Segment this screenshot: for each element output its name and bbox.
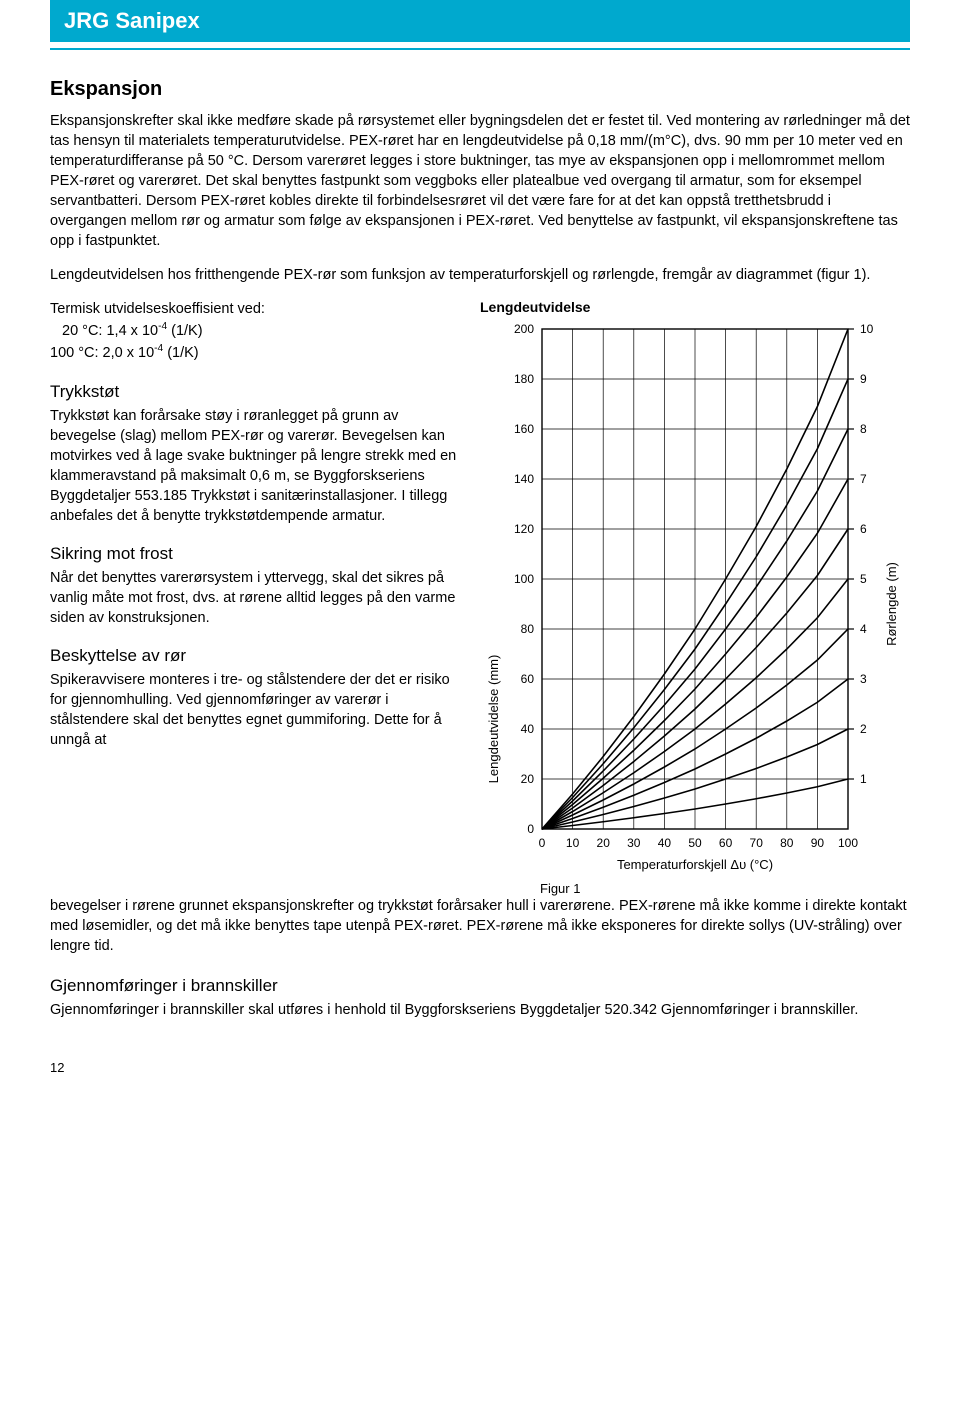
section-frost-body: Når det benyttes varerørsystem i ytterve… [50, 568, 460, 628]
svg-text:120: 120 [514, 522, 534, 536]
svg-text:3: 3 [860, 672, 867, 686]
section-besk-title: Beskyttelse av rør [50, 646, 460, 666]
section-frost-title: Sikring mot frost [50, 544, 460, 564]
section-brann-title: Gjennomføringer i brannskiller [50, 976, 910, 996]
svg-text:20: 20 [521, 772, 535, 786]
svg-text:10: 10 [566, 836, 580, 850]
section-trykk-title: Trykkstøt [50, 382, 460, 402]
svg-text:80: 80 [521, 622, 535, 636]
svg-text:80: 80 [780, 836, 794, 850]
svg-text:6: 6 [860, 522, 867, 536]
svg-text:0: 0 [539, 836, 546, 850]
coef-l1-sup: -4 [158, 321, 167, 332]
chart-caption: Figur 1 [480, 881, 910, 896]
coef-line2: 100 °C: 2,0 x 10-4 (1/K) [50, 342, 460, 364]
svg-text:10: 10 [860, 322, 874, 336]
coef-l2-post: (1/K) [163, 345, 198, 361]
coef-l2-sup: -4 [154, 343, 163, 354]
chart-top-label: Lengdeutvidelse [480, 299, 910, 315]
svg-text:5: 5 [860, 572, 867, 586]
section-trykk-body: Trykkstøt kan forårsake støy i røranlegg… [50, 406, 460, 526]
svg-text:200: 200 [514, 322, 534, 336]
svg-text:4: 4 [860, 622, 867, 636]
svg-text:90: 90 [811, 836, 825, 850]
header-title: JRG Sanipex [64, 8, 200, 33]
svg-text:50: 50 [688, 836, 702, 850]
lengdeutvidelse-chart: 0204060801001201401601802001234567891001… [480, 317, 910, 877]
svg-text:Temperaturforskjell Δυ (°C): Temperaturforskjell Δυ (°C) [617, 857, 773, 872]
svg-text:20: 20 [597, 836, 611, 850]
svg-text:100: 100 [514, 572, 534, 586]
section-brann-body: Gjennomføringer i brannskiller skal utfø… [50, 1000, 910, 1020]
svg-text:60: 60 [521, 672, 535, 686]
coef-line1: 20 °C: 1,4 x 10-4 (1/K) [50, 320, 460, 342]
header-rule [50, 48, 910, 50]
coef-l1-post: (1/K) [167, 323, 202, 339]
coef-block: Termisk utvidelseskoeffisient ved: 20 °C… [50, 299, 460, 364]
svg-text:100: 100 [838, 836, 858, 850]
svg-text:0: 0 [527, 822, 534, 836]
svg-text:60: 60 [719, 836, 733, 850]
svg-text:8: 8 [860, 422, 867, 436]
svg-text:40: 40 [658, 836, 672, 850]
coef-l2-pre: 100 °C: 2,0 x 10 [50, 345, 154, 361]
svg-text:160: 160 [514, 422, 534, 436]
section-ekspansjon-title: Ekspansjon [50, 78, 910, 101]
section-ekspansjon-body2: Lengdeutvidelsen hos fritthengende PEX-r… [50, 265, 910, 285]
svg-text:30: 30 [627, 836, 641, 850]
svg-text:180: 180 [514, 372, 534, 386]
coef-l1-pre: 20 °C: 1,4 x 10 [62, 323, 158, 339]
section-besk-body-full: bevegelser i rørene grunnet ekspansjonsk… [50, 896, 910, 956]
svg-text:7: 7 [860, 472, 867, 486]
svg-text:Rørlengde (m): Rørlengde (m) [884, 562, 899, 646]
header-band: JRG Sanipex [50, 0, 910, 42]
coef-intro: Termisk utvidelseskoeffisient ved: [50, 299, 460, 320]
svg-text:Lengdeutvidelse (mm): Lengdeutvidelse (mm) [486, 655, 501, 784]
svg-text:70: 70 [750, 836, 764, 850]
section-ekspansjon-body: Ekspansjonskrefter skal ikke medføre ska… [50, 111, 910, 251]
section-besk-body-left: Spikeravvisere monteres i tre- og stålst… [50, 670, 460, 750]
svg-text:9: 9 [860, 372, 867, 386]
svg-text:140: 140 [514, 472, 534, 486]
svg-text:40: 40 [521, 722, 535, 736]
page-number: 12 [50, 1060, 910, 1075]
svg-text:2: 2 [860, 722, 867, 736]
svg-text:1: 1 [860, 772, 867, 786]
chart-container: Lengdeutvidelse 020406080100120140160180… [480, 299, 910, 896]
